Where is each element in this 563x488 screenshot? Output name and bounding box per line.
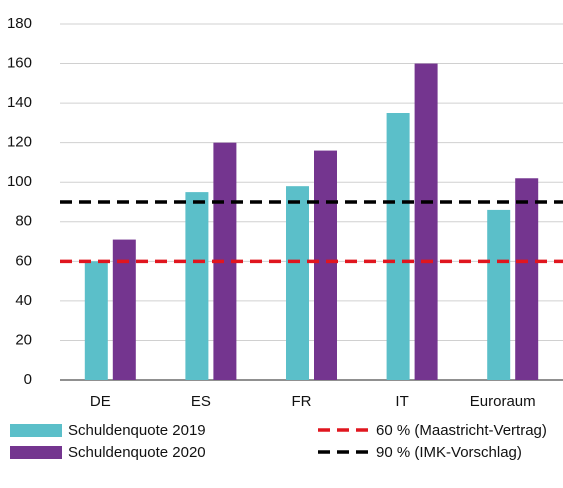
y-tick-label: 0 — [24, 371, 32, 388]
legend-label: 90 % (IMK-Vorschlag) — [376, 444, 522, 461]
x-tick-label: ES — [191, 393, 211, 410]
x-tick-label: DE — [90, 393, 111, 410]
bar — [386, 113, 410, 380]
bar — [286, 186, 309, 380]
bar — [84, 261, 108, 380]
y-tick-label: 120 — [7, 134, 32, 151]
legend-label: Schuldenquote 2019 — [68, 422, 206, 439]
bar — [487, 209, 511, 380]
y-tick-label: 140 — [7, 94, 32, 111]
bar — [414, 63, 438, 381]
x-tick-label: IT — [395, 393, 408, 410]
legend-label: 60 % (Maastricht-Vertrag) — [376, 422, 547, 439]
bar — [185, 192, 209, 380]
x-tick-label: FR — [292, 393, 312, 410]
y-tick-label: 80 — [15, 213, 32, 230]
y-tick-label: 60 — [15, 252, 32, 269]
y-tick-label: 100 — [7, 173, 32, 190]
y-tick-label: 40 — [15, 292, 32, 309]
bar — [314, 150, 337, 380]
y-tick-label: 180 — [7, 15, 32, 32]
bar — [515, 178, 539, 380]
bar — [112, 239, 136, 380]
legend-swatch — [10, 446, 62, 459]
y-tick-label: 160 — [7, 55, 32, 72]
y-tick-label: 20 — [15, 331, 32, 348]
legend-label: Schuldenquote 2020 — [68, 444, 206, 461]
legend-swatch — [10, 424, 62, 437]
x-tick-label: Euroraum — [470, 393, 536, 410]
